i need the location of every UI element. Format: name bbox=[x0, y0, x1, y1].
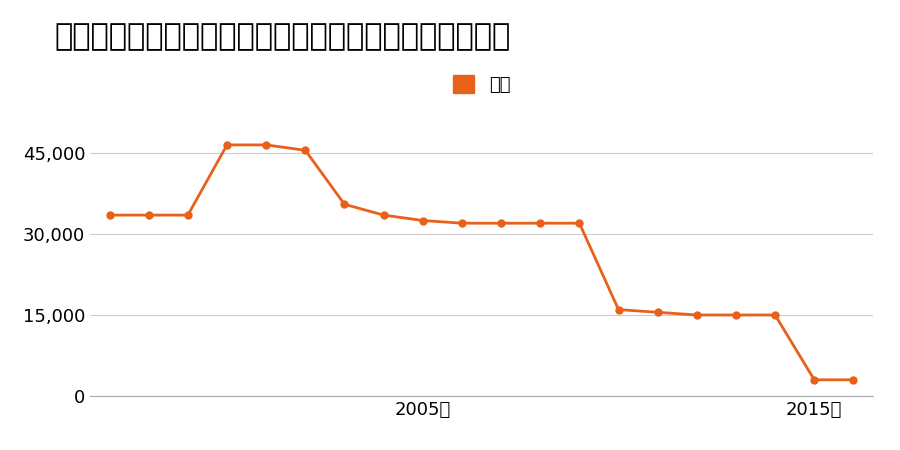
価格 bbox=[848, 377, 859, 382]
価格 bbox=[691, 312, 702, 318]
価格 bbox=[770, 312, 780, 318]
価格 bbox=[143, 212, 154, 218]
価格 bbox=[613, 307, 624, 312]
価格 bbox=[535, 220, 545, 226]
価格 bbox=[378, 212, 389, 218]
価格 bbox=[418, 218, 428, 223]
価格 bbox=[456, 220, 467, 226]
価格 bbox=[339, 202, 350, 207]
Line: 価格: 価格 bbox=[106, 141, 857, 383]
Legend: 価格: 価格 bbox=[446, 68, 518, 101]
Text: 北海道室蘭市山手町２丁目９５番２１のうちの地価推移: 北海道室蘭市山手町２丁目９５番２１のうちの地価推移 bbox=[54, 22, 510, 51]
価格 bbox=[809, 377, 820, 382]
価格 bbox=[731, 312, 742, 318]
価格 bbox=[652, 310, 663, 315]
価格 bbox=[300, 148, 310, 153]
価格 bbox=[104, 212, 115, 218]
価格 bbox=[574, 220, 585, 226]
価格 bbox=[496, 220, 507, 226]
価格 bbox=[221, 142, 232, 148]
価格 bbox=[261, 142, 272, 148]
価格 bbox=[183, 212, 194, 218]
